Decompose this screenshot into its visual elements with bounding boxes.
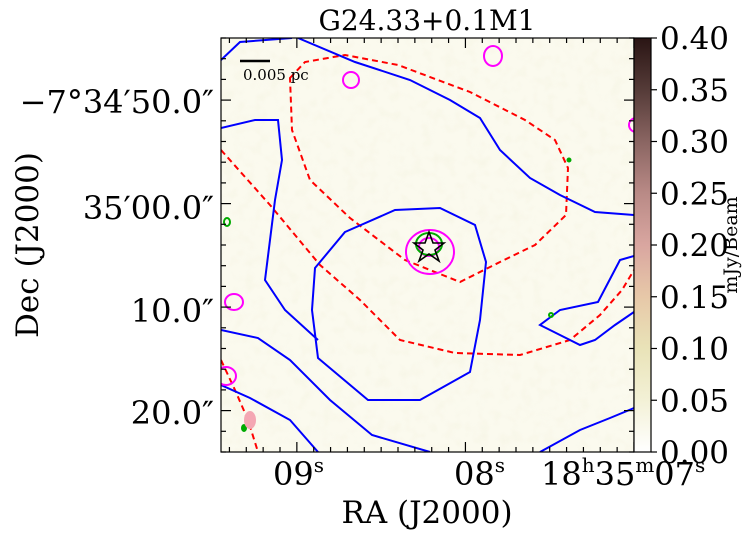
colorbar: 0.00 0.05 0.10 0.15 0.20 0.25 0.30 0.35 0.40 mJy… bbox=[633, 21, 742, 471]
colorbar-tick-label: 0.15 bbox=[660, 280, 729, 316]
magenta-core-outer bbox=[405, 229, 455, 275]
green-clump-2 bbox=[548, 312, 554, 318]
red-contour-inner bbox=[288, 53, 570, 284]
y-axis-label: Dec (J2000) bbox=[10, 152, 46, 338]
colorbar-tick-label: 0.25 bbox=[660, 176, 729, 212]
magenta-clump-4 bbox=[221, 366, 237, 386]
magenta-clump-2 bbox=[483, 45, 503, 67]
blue-contour-2 bbox=[221, 38, 634, 216]
plot-area: 0.005 pc bbox=[220, 37, 635, 453]
colorbar-tick-label: 0.00 bbox=[660, 435, 729, 471]
colorbar-label: mJy/Beam bbox=[720, 196, 742, 293]
magenta-clump-3 bbox=[224, 293, 244, 311]
red-contour-lower bbox=[221, 149, 634, 357]
blue-contour-4 bbox=[538, 255, 634, 347]
x-axis-label: RA (J2000) bbox=[341, 495, 512, 531]
y-tick-label-1: 35′00.0″ bbox=[83, 189, 214, 227]
blue-contours bbox=[221, 38, 634, 452]
green-clump-1 bbox=[223, 217, 231, 227]
red-dashed-contours bbox=[221, 53, 634, 452]
x-tick-label-09: 09s bbox=[273, 453, 324, 493]
colorbar-gradient bbox=[634, 38, 651, 452]
colorbar-tick-label: 0.35 bbox=[660, 73, 729, 109]
green-clump-4 bbox=[241, 424, 247, 432]
blue-contour-3 bbox=[221, 119, 319, 341]
colorbar-tick-label: 0.40 bbox=[660, 21, 729, 57]
beam-ellipse bbox=[244, 411, 256, 429]
blue-contour-1 bbox=[310, 206, 488, 401]
y-tick-label-2: 10.0″ bbox=[131, 292, 214, 330]
y-tick-label-3: 20.0″ bbox=[131, 394, 214, 432]
colorbar-tick-label: 0.30 bbox=[660, 125, 729, 161]
green-clump-3 bbox=[566, 157, 572, 163]
y-axis-ticks bbox=[221, 37, 634, 453]
chart-title: G24.33+0.1M1 bbox=[319, 4, 536, 37]
colorbar-tick-label: 0.20 bbox=[660, 228, 729, 264]
intensity-map bbox=[221, 38, 634, 452]
x-axis-ticks bbox=[228, 38, 635, 452]
blue-contour-6 bbox=[221, 384, 319, 452]
colorbar-tick-label: 0.05 bbox=[660, 383, 729, 419]
magenta-clump-1 bbox=[342, 71, 360, 89]
y-tick-labels: −7°34′50.0″ 35′00.0″ 10.0″ 20.0″ bbox=[20, 83, 214, 432]
colorbar-tick-label: 0.10 bbox=[660, 332, 729, 368]
colorbar-ticks: 0.00 0.05 0.10 0.15 0.20 0.25 0.30 0.35 0.40 bbox=[651, 21, 729, 471]
scalebar-label: 0.005 pc bbox=[243, 66, 309, 84]
blue-contour-5 bbox=[221, 329, 431, 452]
x-tick-labels: 09s 08s 18h35m07s bbox=[273, 453, 705, 493]
red-contour-bottom bbox=[221, 359, 259, 452]
magenta-clump-5 bbox=[628, 117, 634, 133]
x-tick-label-07: 18h35m07s bbox=[541, 453, 705, 493]
contours bbox=[221, 38, 634, 452]
x-tick-label-08: 08s bbox=[454, 453, 505, 493]
y-tick-label-0: −7°34′50.0″ bbox=[20, 83, 214, 121]
blue-contour-7 bbox=[539, 407, 634, 452]
source-star-marker bbox=[411, 229, 447, 264]
